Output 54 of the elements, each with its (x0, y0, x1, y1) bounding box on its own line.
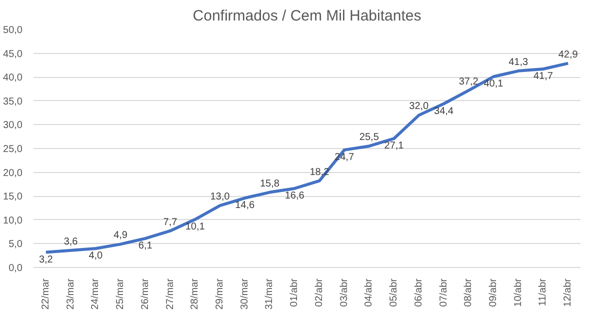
y-tick-label: 45,0 (3, 48, 23, 60)
data-label: 42,9 (558, 49, 578, 60)
x-tick-label: 28/mar (190, 278, 201, 310)
data-label: 34,4 (434, 106, 454, 117)
data-label: 4,0 (88, 250, 104, 262)
data-label: 40,1 (484, 78, 504, 90)
data-label: 3,2 (38, 254, 54, 266)
data-label: 41,3 (508, 56, 529, 68)
x-tick-label: 26/mar (140, 278, 151, 310)
x-tick-label: 23/mar (65, 278, 76, 310)
data-label: 16,6 (284, 190, 305, 202)
y-tick-label: 25,0 (3, 144, 23, 155)
x-tick-label: 31/mar (264, 278, 276, 310)
x-tick-label: 02/abr (314, 278, 325, 307)
data-label: 25,5 (359, 132, 380, 144)
x-tick-label: 30/mar (239, 278, 250, 310)
x-tick-label: 27/mar (164, 278, 176, 310)
y-tick-label: 40,0 (3, 72, 23, 84)
x-tick-label: 04/abr (364, 278, 375, 307)
x-tick-label: 24/mar (90, 278, 102, 310)
x-tick-label: 22/mar (40, 278, 52, 310)
data-label: 41,7 (533, 71, 554, 82)
data-label: 27,1 (384, 140, 404, 152)
data-label: 7,7 (163, 216, 178, 228)
x-tick-label: 29/mar (214, 278, 226, 310)
x-tick-label: 09/abr (488, 278, 499, 307)
x-tick-label: 25/mar (115, 278, 126, 310)
y-tick-label: 50,0 (3, 25, 23, 36)
y-tick-label: 35,0 (3, 96, 23, 108)
data-label: 15,8 (260, 178, 280, 190)
y-tick-label: 0,0 (8, 263, 23, 274)
data-label: 3,6 (64, 236, 78, 248)
y-tick-label: 15,0 (3, 192, 23, 203)
y-tick-label: 5,0 (8, 239, 23, 250)
x-tick-label: 03/abr (338, 278, 350, 307)
x-tick-label: 10/abr (512, 278, 524, 307)
x-tick-label: 08/abr (463, 278, 474, 307)
data-label: 10,1 (185, 221, 206, 232)
y-tick-label: 20,0 (3, 168, 23, 179)
x-tick-label: 07/abr (438, 278, 450, 307)
x-tick-label: 06/abr (413, 278, 424, 307)
data-label: 6,1 (138, 240, 153, 252)
data-label: 13,0 (210, 192, 230, 203)
data-label: 14,6 (235, 200, 256, 212)
chart-title: Confirmados / Cem Mil Habitantes (192, 8, 422, 24)
data-label: 32,0 (409, 101, 430, 112)
x-tick-label: 12/abr (562, 278, 574, 307)
data-label: 4,9 (114, 230, 128, 242)
y-tick-label: 30,0 (3, 120, 23, 132)
x-tick-label: 05/abr (388, 278, 400, 307)
y-tick-label: 10,0 (3, 215, 23, 226)
x-tick-label: 11/abr (538, 278, 549, 306)
data-label: 37,2 (458, 76, 479, 88)
x-tick-label: 01/abr (289, 278, 300, 307)
